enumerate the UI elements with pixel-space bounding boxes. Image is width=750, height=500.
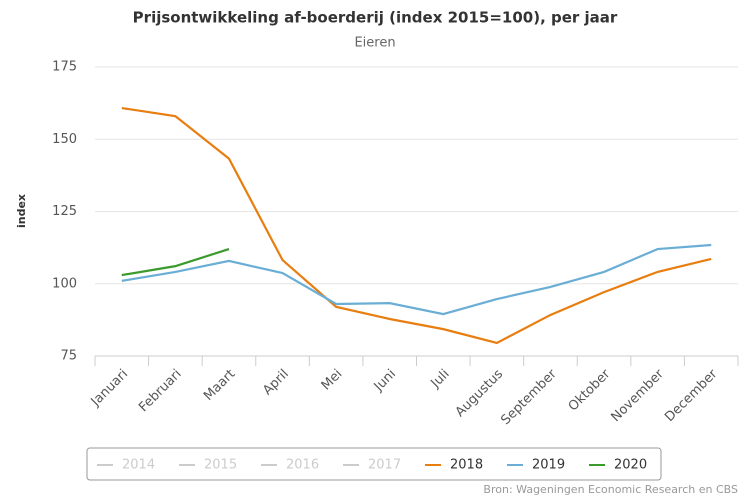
x-tick-label: Februari <box>136 367 184 415</box>
x-tick-label: April <box>260 367 292 399</box>
y-tick-label: 125 <box>52 204 77 219</box>
legend-label[interactable]: 2014 <box>122 458 155 473</box>
source: Bron: Wageningen Economic Research en CB… <box>483 483 738 496</box>
y-tick-label: 75 <box>60 349 77 364</box>
x-tick-label: Augustus <box>453 367 507 421</box>
legend-label[interactable]: 2015 <box>204 458 237 473</box>
legend-label[interactable]: 2017 <box>368 458 401 473</box>
legend-label[interactable]: 2020 <box>614 458 647 473</box>
y-tick-label: 150 <box>52 132 77 147</box>
legend-label[interactable]: 2019 <box>532 458 565 473</box>
x-tick-label: Juni <box>371 367 399 395</box>
y-axis-label: index <box>15 194 28 228</box>
x-tick-label: Oktober <box>566 366 614 414</box>
chart-subtitle: Eieren <box>354 36 395 51</box>
series-line <box>121 106 712 345</box>
x-tick-label: Mei <box>319 367 346 394</box>
legend-box <box>86 447 662 481</box>
x-tick-label: November <box>608 366 667 425</box>
y-tick-label: 175 <box>52 60 77 75</box>
legend-label[interactable]: 2018 <box>450 458 483 473</box>
legend-label[interactable]: 2016 <box>286 458 319 473</box>
x-tick-label: Maart <box>201 367 238 404</box>
y-tick-label: 100 <box>52 276 77 291</box>
x-tick-label: December <box>662 366 721 425</box>
x-tick-label: September <box>498 366 560 428</box>
x-tick-label: Juli <box>428 367 453 392</box>
series-line <box>121 248 230 277</box>
series-line <box>121 243 712 316</box>
x-tick-label: Januari <box>88 367 131 410</box>
chart-title: Prijsontwikkeling af-boerderij (index 20… <box>133 9 618 27</box>
